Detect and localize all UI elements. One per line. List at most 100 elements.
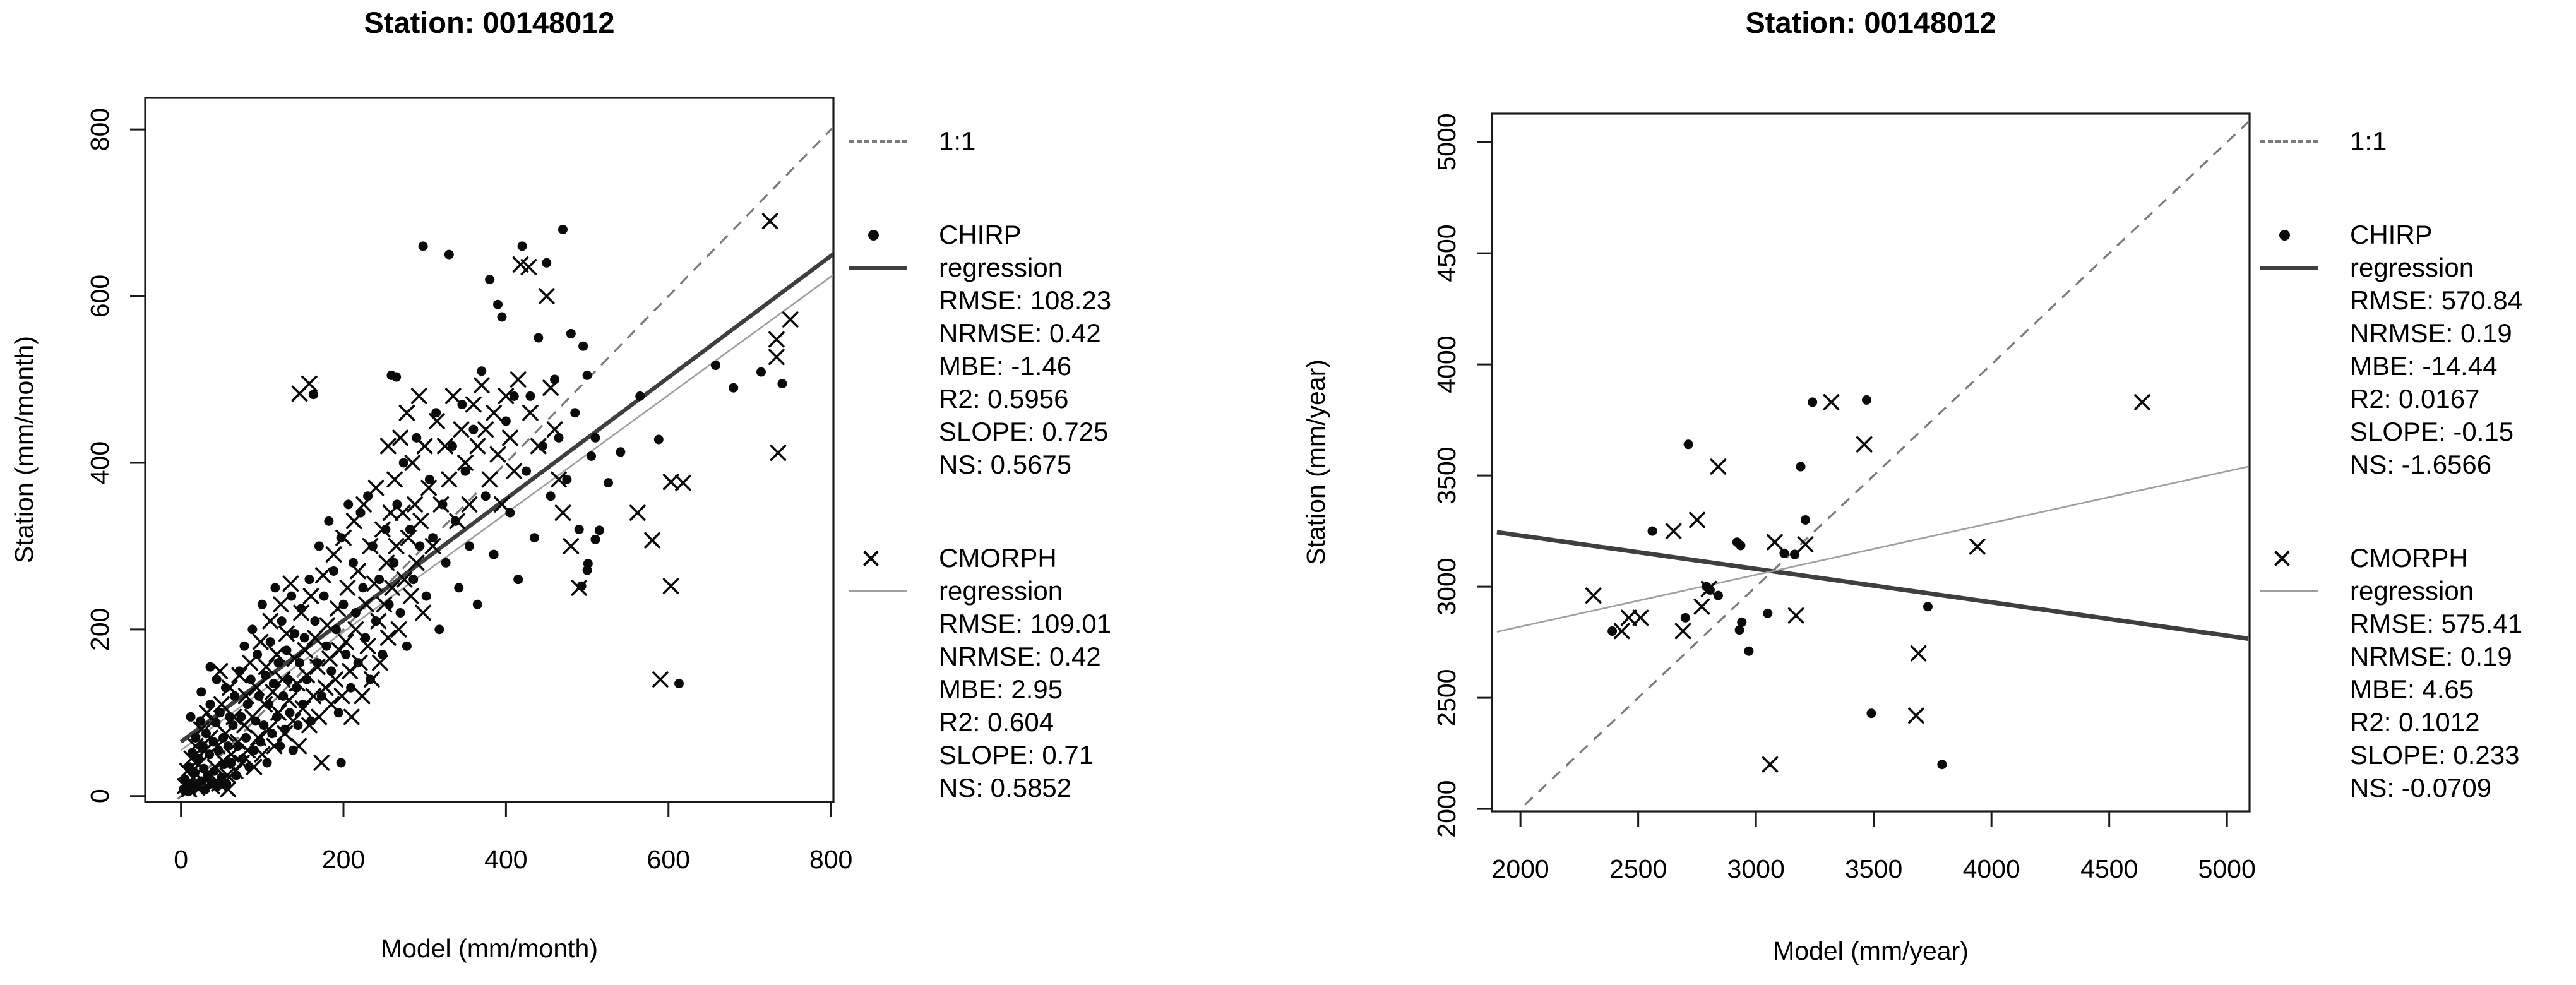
cmorph-point bbox=[185, 769, 201, 786]
chirp-point bbox=[674, 679, 684, 689]
cmorph-point bbox=[331, 642, 348, 659]
stat-line: NS: 0.5675 bbox=[849, 448, 1285, 481]
chirp-point bbox=[428, 533, 438, 543]
x-tick-label: 800 bbox=[809, 845, 852, 874]
chirp-point bbox=[493, 299, 503, 309]
chirp-point bbox=[1737, 617, 1747, 627]
cmorph-point bbox=[530, 438, 547, 455]
y-tick-label: 2500 bbox=[1432, 669, 1461, 727]
chirp-point bbox=[604, 478, 614, 488]
chirp-point bbox=[273, 658, 283, 668]
stat-rmse: RMSE: 108.23 bbox=[939, 285, 1112, 315]
cmorph-point bbox=[407, 496, 424, 513]
chirp-point bbox=[756, 367, 766, 377]
y-tick-label: 5000 bbox=[1432, 113, 1461, 170]
cmorph-point bbox=[299, 667, 315, 684]
chirp-point bbox=[525, 391, 535, 401]
cmorph-point bbox=[432, 496, 450, 513]
chirp-point bbox=[1779, 548, 1789, 558]
chirp-point bbox=[1808, 397, 1818, 407]
chirp-point bbox=[218, 732, 229, 743]
chirp-point bbox=[546, 491, 556, 501]
chirp-point bbox=[1796, 462, 1806, 472]
stat-ns: NS: -1.6566 bbox=[2350, 450, 2492, 479]
chirp-point bbox=[365, 674, 375, 684]
stat-line: RMSE: 570.84 bbox=[2260, 284, 2576, 317]
y-axis-label: Station (mm/month) bbox=[9, 336, 39, 563]
x-tick-label: 600 bbox=[647, 845, 690, 874]
cmorph-point bbox=[330, 600, 346, 617]
chirp-point bbox=[314, 541, 324, 551]
y-tick-label: 200 bbox=[85, 608, 114, 651]
chirp-point bbox=[290, 628, 300, 638]
cmorph-point bbox=[339, 580, 356, 596]
chirp-point bbox=[324, 516, 334, 526]
cmorph-point bbox=[366, 575, 383, 592]
cmorph-point bbox=[1823, 394, 1840, 410]
cmorph-point bbox=[498, 388, 515, 405]
x-tick-label: 4500 bbox=[2080, 854, 2138, 883]
stat-line: SLOPE: 0.71 bbox=[849, 739, 1285, 772]
legend-block-chirp: CHIRP regression RMSE: 570.84 NRMSE: 0.1… bbox=[2260, 218, 2576, 481]
chirp-point bbox=[444, 249, 454, 260]
chirp-point bbox=[260, 670, 270, 680]
y-tick-label: 800 bbox=[85, 108, 114, 151]
dashed-line-icon bbox=[2260, 140, 2318, 143]
cmorph-point bbox=[293, 604, 309, 621]
chirp-point bbox=[247, 624, 258, 635]
cmorph-point bbox=[1710, 458, 1727, 475]
cmorph-point bbox=[444, 388, 462, 405]
stat-line: MBE: 4.65 bbox=[2260, 673, 2576, 706]
cmorph-point bbox=[1797, 536, 1814, 553]
legend-block-cmorph: × CMORPH regression RMSE: 575.41 NRMSE: … bbox=[2260, 540, 2576, 804]
cmorph-point bbox=[254, 746, 271, 763]
legend-item-chirp: CHIRP bbox=[2260, 218, 2576, 251]
chirp-point bbox=[395, 607, 405, 618]
chirp-point bbox=[1680, 612, 1690, 623]
cmorph-point bbox=[420, 479, 437, 496]
scatter-plot-monthly: 0 200 400 600 800 0 200 400 600 800 Station: 0014… bbox=[9, 6, 852, 963]
cmorph-point bbox=[354, 688, 371, 705]
cmorph-point bbox=[761, 213, 778, 230]
chirp-point bbox=[1763, 608, 1773, 618]
chirp-point bbox=[534, 333, 544, 343]
cmorph-point bbox=[429, 413, 445, 429]
cmorph-point bbox=[301, 375, 318, 392]
chirp-point bbox=[582, 565, 592, 575]
chirp-point bbox=[415, 541, 425, 551]
cmorph-point bbox=[404, 455, 421, 471]
chirp-point bbox=[287, 591, 297, 601]
solid-line-icon bbox=[2260, 266, 2318, 270]
stat-line: MBE: -14.44 bbox=[2260, 350, 2576, 383]
stat-line: RMSE: 108.23 bbox=[849, 284, 1285, 317]
chirp-point bbox=[1861, 395, 1871, 405]
chirp-point bbox=[431, 408, 441, 418]
chirp-point bbox=[460, 466, 470, 476]
cmorph-point bbox=[410, 388, 427, 405]
stat-slope: SLOPE: 0.233 bbox=[2350, 740, 2520, 770]
cmorph-point bbox=[239, 742, 256, 758]
chirp-point bbox=[590, 433, 600, 443]
chirp-point bbox=[215, 708, 225, 718]
cmorph-point bbox=[374, 521, 391, 538]
cmorph-point bbox=[325, 546, 342, 563]
cmorph-point bbox=[441, 471, 458, 488]
cmorph-point bbox=[1910, 645, 1927, 662]
cmorph-point bbox=[770, 445, 787, 461]
cmorph-point bbox=[473, 377, 490, 394]
stat-ns: NS: -0.0709 bbox=[2350, 773, 2492, 803]
legend-label-chirp: CHIRP bbox=[2350, 220, 2433, 249]
cmorph-point bbox=[268, 646, 285, 663]
cmorph-point bbox=[367, 479, 385, 496]
chirp-point bbox=[1866, 708, 1876, 719]
chirp-point bbox=[441, 558, 451, 568]
cmorph-point bbox=[242, 654, 258, 671]
chirp-point bbox=[513, 575, 523, 585]
chirp-point bbox=[196, 687, 206, 697]
chirp-point bbox=[1923, 602, 1933, 612]
cmorph-point bbox=[1689, 511, 1705, 528]
chirp-point bbox=[1937, 760, 1947, 770]
chirp-point bbox=[398, 458, 408, 468]
cmorph-point bbox=[250, 729, 266, 746]
chirp-point bbox=[464, 541, 474, 551]
